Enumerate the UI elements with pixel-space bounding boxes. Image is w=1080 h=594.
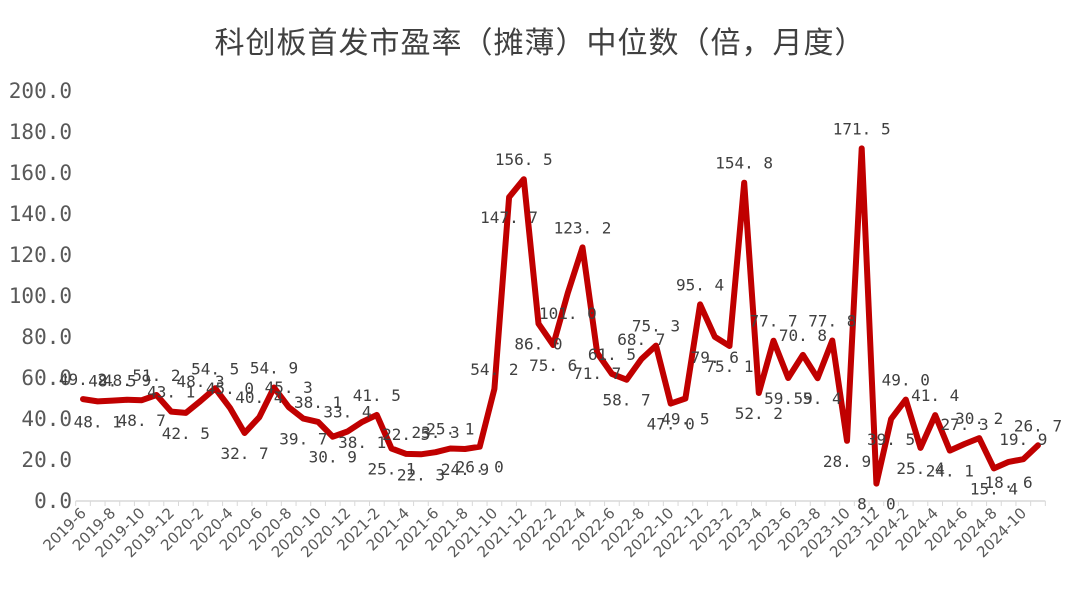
y-tick-label: 60.0	[21, 366, 72, 390]
data-label: 25. 4	[896, 459, 944, 478]
data-label: 156. 5	[495, 150, 553, 169]
data-labels: 49. 2 48. 1 48. 548. 9 48. 7 51. 243. 1 42. 5…	[59, 119, 1062, 513]
data-label: 22. 5	[382, 425, 430, 444]
data-label: 123. 2	[554, 218, 612, 237]
data-label: 18. 6	[985, 473, 1033, 492]
data-label: 38. 1	[294, 393, 342, 412]
data-label: 24. 9	[441, 460, 489, 479]
data-label: 70. 8	[779, 326, 827, 345]
data-series	[80, 145, 1041, 487]
data-label: 52. 2	[735, 404, 783, 423]
data-label: 154. 8	[715, 154, 773, 173]
data-label: 28. 9	[823, 452, 871, 471]
y-tick-label: 20.0	[21, 448, 72, 472]
data-label: 30. 2	[955, 409, 1003, 428]
data-label: 15. 4	[970, 479, 1018, 498]
data-label: 48. 3	[176, 372, 224, 391]
data-label: 49. 2	[59, 370, 107, 389]
y-tick-label: 120.0	[9, 243, 72, 267]
data-label: 26. 7	[1014, 416, 1062, 435]
data-label: 26. 0	[456, 458, 504, 477]
data-label: 77. 7	[749, 312, 797, 331]
y-tick-label: 0.0	[34, 489, 72, 513]
data-label: 86. 0	[514, 335, 562, 354]
series-line	[80, 145, 1041, 487]
y-tick-label: 140.0	[9, 202, 72, 226]
data-label: 77. 8	[808, 312, 856, 331]
y-tick-label: 100.0	[9, 284, 72, 308]
data-label: 61. 5	[588, 345, 636, 364]
y-tick-label: 160.0	[9, 161, 72, 185]
data-label: 32. 7	[221, 444, 269, 463]
data-label: 95. 4	[676, 275, 724, 294]
data-label: 147. 7	[480, 208, 538, 227]
data-label: 41. 4	[911, 386, 959, 405]
data-label: 48. 5	[88, 372, 136, 391]
data-label: 59. 4	[794, 389, 842, 408]
data-label: 48. 1	[74, 412, 122, 431]
data-label: 48. 7	[118, 411, 166, 430]
chart-title: 科创板首发市盈率（摊薄）中位数（倍，月度）	[214, 26, 866, 61]
data-label: 58. 7	[603, 391, 651, 410]
data-label: 22. 3	[397, 465, 445, 484]
data-label: 24. 1	[926, 462, 974, 481]
data-label: 49. 5	[661, 410, 709, 429]
data-label: 59. 5	[764, 389, 812, 408]
data-label: 25. 1	[426, 420, 474, 439]
data-label: 171. 5	[833, 119, 891, 138]
data-label: 54. 9	[250, 358, 298, 377]
data-label: 79. 6	[691, 348, 739, 367]
data-label: 39. 5	[867, 430, 915, 449]
data-label: 8. 0	[857, 495, 896, 514]
data-label: 19. 9	[999, 430, 1047, 449]
data-label: 30. 9	[309, 448, 357, 467]
data-label: 51. 2	[132, 366, 180, 385]
data-label: 75. 3	[632, 317, 680, 336]
data-label: 42. 5	[162, 424, 210, 443]
data-label: 27. 3	[940, 415, 988, 434]
data-label: 33. 4	[323, 403, 371, 422]
data-label: 25. 1	[367, 460, 415, 479]
data-label: 41. 5	[353, 386, 401, 405]
data-label: 54. 2	[470, 360, 518, 379]
data-label: 39. 7	[279, 430, 327, 449]
data-label: 49. 0	[882, 371, 930, 390]
data-label: 75. 6	[529, 356, 577, 375]
data-label: 48. 9	[103, 371, 151, 390]
data-label: 71. 7	[573, 364, 621, 383]
data-label: 38. 1	[338, 433, 386, 452]
data-label: 45. 0	[206, 379, 254, 398]
y-tick-label: 180.0	[9, 120, 72, 144]
data-label: 68. 7	[617, 330, 665, 349]
y-axis: 0.0 20.0 40.0 60.0 80.0 100.0 120.0 140.0 160.0 1…	[9, 79, 72, 513]
data-label: 23. 3	[412, 423, 460, 442]
y-tick-label: 80.0	[21, 325, 72, 349]
data-label: 47. 0	[647, 415, 695, 434]
data-label: 40. 4	[235, 388, 283, 407]
data-label: 75. 1	[705, 357, 753, 376]
data-label: 101. 0	[539, 304, 597, 323]
y-tick-label: 200.0	[9, 79, 72, 103]
data-label: 43. 1	[147, 383, 195, 402]
data-label: 45. 3	[265, 378, 313, 397]
data-label: 54. 5	[191, 359, 239, 378]
y-tick-label: 40.0	[21, 407, 72, 431]
